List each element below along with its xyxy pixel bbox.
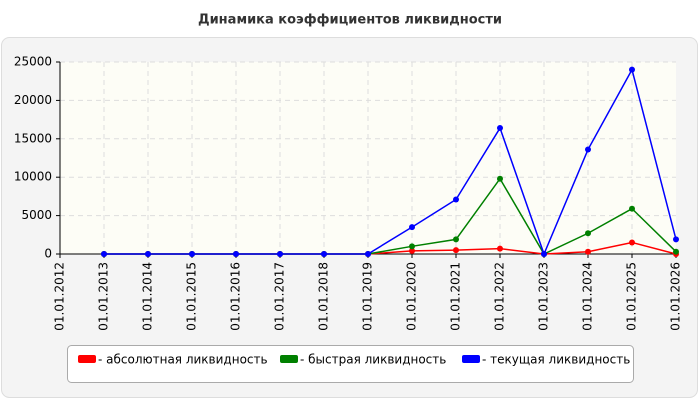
data-point <box>673 236 679 243</box>
y-tick-label: 25000 <box>14 55 52 69</box>
x-tick-label: 01.01.2016 <box>229 262 243 331</box>
data-point <box>233 251 239 257</box>
x-tick-label: 01.01.2022 <box>493 262 507 331</box>
data-point <box>629 205 635 212</box>
y-tick-label: 20000 <box>14 93 52 107</box>
data-point <box>409 224 415 231</box>
data-point <box>277 251 283 257</box>
data-point <box>145 251 151 257</box>
x-tick-label: 01.01.2013 <box>97 262 111 331</box>
data-point <box>365 251 371 257</box>
x-tick-label: 01.01.2023 <box>537 262 551 331</box>
legend-label: - быстрая ликвидность <box>300 353 446 367</box>
data-point <box>453 247 459 254</box>
data-point <box>321 251 327 257</box>
data-point <box>629 66 635 73</box>
data-point <box>409 247 415 254</box>
x-tick-label: 01.01.2019 <box>361 262 375 331</box>
data-point <box>453 236 459 243</box>
x-tick-label: 01.01.2021 <box>449 262 463 331</box>
data-point <box>585 230 591 237</box>
data-point <box>189 251 195 257</box>
legend <box>67 345 634 383</box>
data-point <box>497 125 503 132</box>
legend-swatch <box>280 355 298 363</box>
legend-label: - абсолютная ликвидность <box>98 353 268 367</box>
x-tick-label: 01.01.2014 <box>141 262 155 331</box>
y-tick-label: 5000 <box>21 208 52 222</box>
series-line <box>104 67 677 257</box>
data-point <box>585 146 591 153</box>
x-tick-label: 01.01.2015 <box>185 262 199 331</box>
x-tick-label: 01.01.2012 <box>53 262 67 331</box>
x-tick-label: 01.01.2026 <box>669 262 683 331</box>
data-point <box>497 175 503 182</box>
y-tick-label: 10000 <box>14 170 52 184</box>
legend-swatch <box>462 355 480 363</box>
chart-title: Динамика коэффициентов ликвидности <box>198 13 502 28</box>
legend-label: - текущая ликвидность <box>482 353 630 367</box>
legend-swatch <box>78 355 96 363</box>
x-tick-label: 01.01.2020 <box>405 262 419 331</box>
data-point <box>101 251 107 257</box>
data-point <box>541 251 547 257</box>
y-tick-label: 0 <box>44 247 52 261</box>
data-point <box>409 243 415 250</box>
y-tick-label: 15000 <box>14 131 52 145</box>
data-point <box>453 196 459 203</box>
x-tick-label: 01.01.2017 <box>273 262 287 331</box>
x-tick-label: 01.01.2024 <box>581 262 595 331</box>
data-point <box>673 248 679 255</box>
x-tick-label: 01.01.2025 <box>625 262 639 331</box>
data-point <box>629 239 635 246</box>
data-point <box>585 248 591 255</box>
x-tick-label: 01.01.2018 <box>317 262 331 331</box>
data-point <box>497 245 503 252</box>
